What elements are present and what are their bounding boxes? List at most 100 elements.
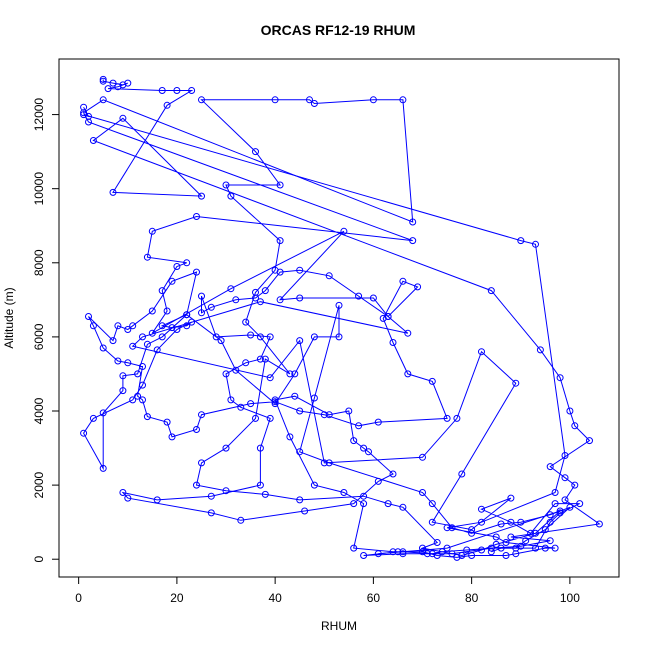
data-point [207, 303, 215, 311]
data-point [320, 411, 328, 419]
data-point [276, 181, 284, 189]
data-point [419, 453, 426, 461]
data-point [404, 329, 412, 337]
data-point [414, 283, 422, 291]
x-axis-label: RHUM [321, 619, 357, 633]
data-point [487, 548, 495, 556]
data-point [374, 550, 382, 558]
data-point [369, 294, 377, 302]
data-point [497, 544, 505, 552]
data-point [433, 539, 441, 546]
data-point [556, 507, 564, 515]
x-tick-label: 80 [465, 591, 479, 605]
data-point [252, 294, 259, 302]
data-point [369, 96, 377, 104]
data-point [242, 359, 250, 367]
data-point [256, 333, 264, 341]
data-point [355, 422, 363, 430]
data-point [551, 489, 559, 496]
data-point [325, 411, 333, 419]
data-point [252, 148, 259, 156]
data-point [104, 85, 112, 93]
data-point [89, 137, 97, 144]
data-point [296, 337, 304, 345]
data-point [487, 287, 495, 295]
data-point [143, 340, 151, 348]
x-tick-label: 60 [367, 591, 381, 605]
data-point [188, 318, 196, 326]
data-point [148, 307, 156, 315]
data-point [556, 509, 564, 517]
data-point [399, 548, 407, 556]
data-point [571, 481, 579, 489]
data-point [310, 481, 318, 489]
data-point [227, 192, 235, 200]
data-point [399, 96, 407, 104]
data-point [296, 448, 304, 456]
data-point [207, 492, 215, 500]
data-point [173, 326, 181, 333]
data-point [301, 507, 309, 515]
data-point [99, 409, 107, 417]
data-point [139, 333, 146, 341]
data-point [237, 516, 245, 524]
data-point [536, 346, 544, 354]
y-tick-label: 2000 [32, 471, 46, 498]
data-point [532, 240, 539, 248]
chart-title: ORCAS RF12-19 RHUM [261, 22, 416, 38]
data-point [188, 87, 196, 94]
data-point [252, 414, 259, 422]
data-point [256, 444, 264, 452]
data-point [335, 333, 343, 341]
data-point [129, 342, 137, 350]
data-point [217, 337, 225, 345]
data-point [404, 370, 412, 378]
data-point [168, 433, 176, 441]
data-point [232, 366, 240, 374]
data-point [394, 548, 402, 556]
data-point [114, 322, 122, 330]
data-point [256, 298, 264, 306]
data-point [350, 437, 358, 445]
data-point [296, 266, 304, 274]
data-point [561, 452, 569, 459]
data-points [80, 75, 603, 561]
y-tick-label: 12000 [32, 98, 46, 132]
data-point [163, 307, 171, 315]
data-point [124, 326, 132, 333]
x-tick-label: 20 [170, 591, 184, 605]
data-point [463, 546, 471, 554]
data-point [355, 292, 363, 300]
y-tick-label: 8000 [32, 249, 46, 276]
data-point [193, 481, 200, 489]
data-point [561, 496, 569, 504]
data-point [119, 387, 127, 395]
data-point [527, 529, 535, 537]
data-point [399, 277, 407, 285]
data-point [227, 285, 235, 293]
data-point [109, 337, 117, 345]
data-point [546, 518, 554, 526]
data-point [129, 396, 137, 404]
data-point [89, 322, 97, 330]
series-line-1 [82, 79, 601, 557]
data-point [389, 470, 397, 478]
data-point [134, 370, 142, 378]
data-point [296, 294, 304, 302]
data-point [507, 533, 515, 541]
data-point [374, 477, 382, 485]
data-point [139, 381, 146, 389]
data-point [310, 394, 318, 402]
data-point [173, 263, 181, 270]
data-point [237, 403, 245, 411]
data-point [158, 333, 166, 341]
data-point [428, 518, 436, 526]
data-point [183, 322, 191, 330]
data-point [266, 414, 274, 422]
data-point [541, 544, 549, 552]
data-point [438, 548, 446, 556]
data-point [291, 392, 299, 400]
data-point [80, 103, 88, 111]
data-point [99, 464, 107, 472]
data-point [148, 227, 156, 235]
